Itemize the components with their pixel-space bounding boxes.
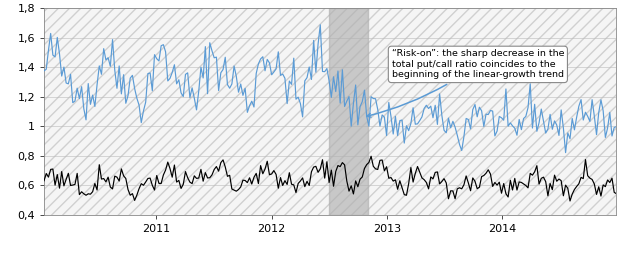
Line: CBOE Equity Put/Call ratio: CBOE Equity Put/Call ratio [44, 156, 616, 201]
Bar [329, 8, 368, 214]
Text: “Risk-on”: the sharp decrease in the
total put/call ratio coincides to the
begin: “Risk-on”: the sharp decrease in the tot… [367, 50, 564, 117]
Line: CBOE Total Put/Call ratio: CBOE Total Put/Call ratio [44, 25, 616, 153]
